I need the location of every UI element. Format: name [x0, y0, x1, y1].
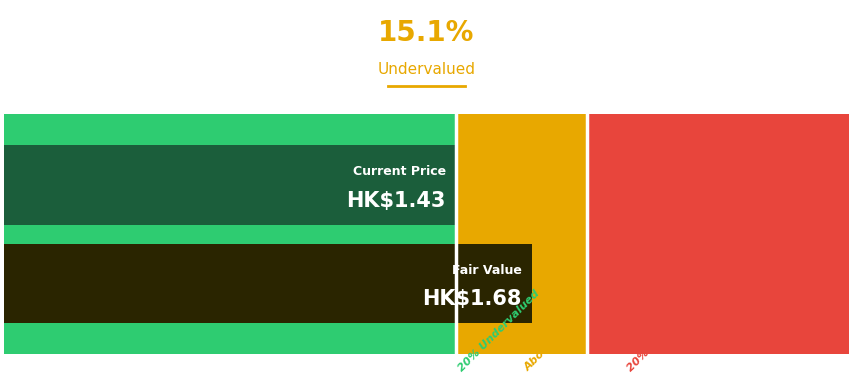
Text: 20% Undervalued: 20% Undervalued [456, 288, 540, 373]
Text: HK$1.43: HK$1.43 [346, 190, 446, 211]
Bar [586, 114, 848, 354]
Text: Current Price: Current Price [353, 165, 446, 178]
Text: HK$1.68: HK$1.68 [422, 289, 521, 309]
Bar [4, 145, 456, 225]
Bar [4, 114, 456, 354]
Bar [456, 114, 586, 354]
Text: 15.1%: 15.1% [378, 19, 474, 47]
Text: Fair Value: Fair Value [452, 264, 521, 277]
Text: 20% Overvalued: 20% Overvalued [625, 294, 704, 373]
Text: Undervalued: Undervalued [377, 62, 475, 77]
Text: About Right: About Right [522, 313, 582, 373]
Bar [4, 244, 532, 323]
